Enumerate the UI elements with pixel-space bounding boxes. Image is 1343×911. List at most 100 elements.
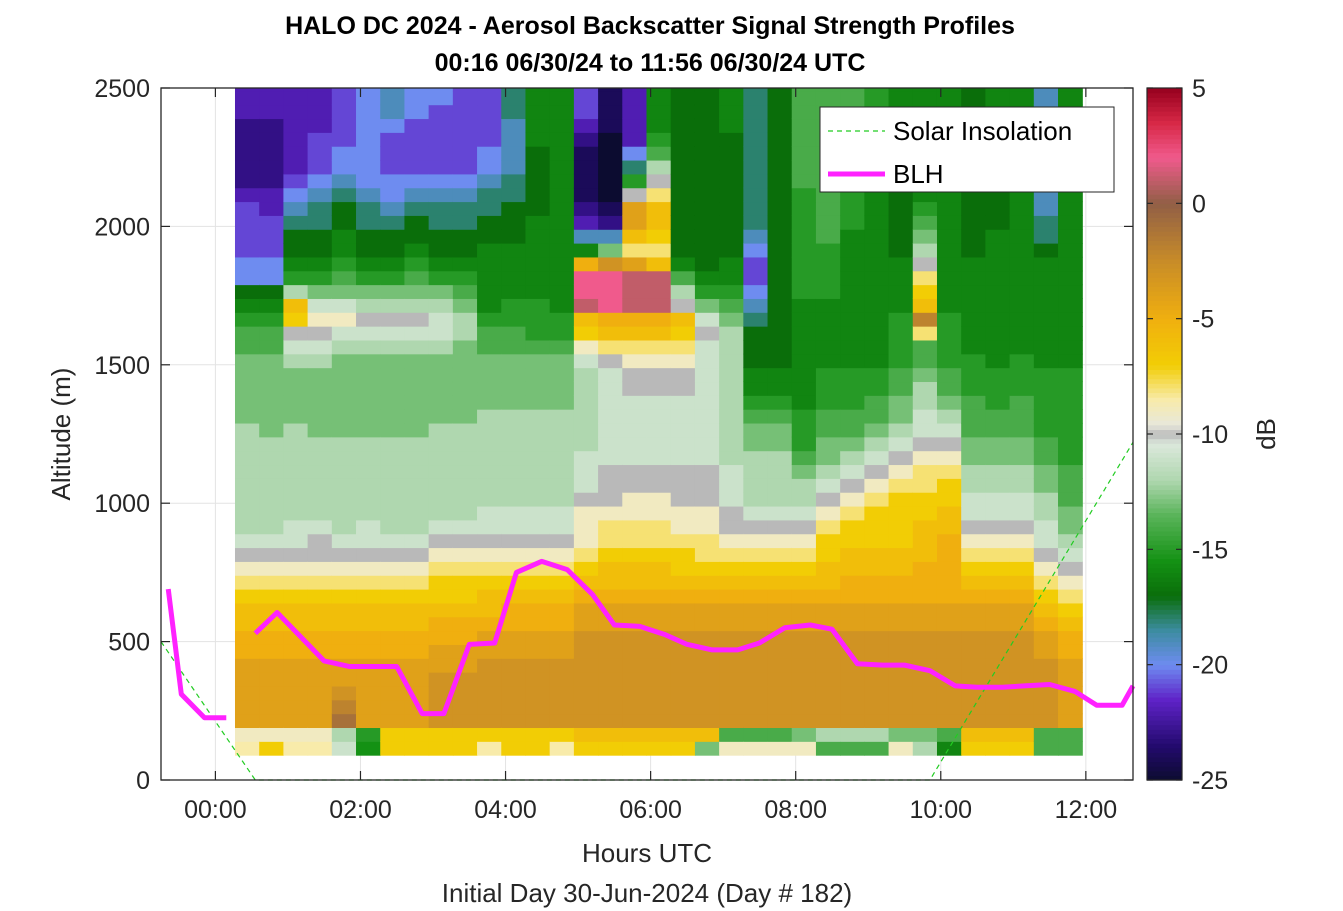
heatmap-cell: [501, 132, 527, 147]
colorbar-segment: [1147, 535, 1182, 541]
heatmap-cell: [283, 478, 309, 493]
heatmap-cell: [1009, 547, 1035, 562]
heatmap-cell: [307, 229, 333, 244]
heatmap-cell: [840, 367, 865, 383]
heatmap-cell: [719, 741, 744, 756]
heatmap-cell: [936, 312, 962, 327]
heatmap-cell: [864, 561, 890, 576]
heatmap-cell: [549, 450, 575, 466]
heatmap-cell: [912, 284, 938, 299]
heatmap-cell: [912, 727, 938, 742]
heatmap-cell: [791, 395, 817, 410]
heatmap-cell: [694, 630, 720, 645]
heatmap-cell: [501, 547, 527, 562]
heatmap-cell: [864, 602, 890, 618]
heatmap-cell: [428, 533, 454, 549]
heatmap-cell: [1033, 256, 1059, 272]
heatmap-cell: [815, 339, 841, 355]
heatmap-cell: [864, 672, 890, 687]
colorbar-segment: [1147, 461, 1182, 467]
heatmap-cell: [646, 533, 672, 549]
heatmap-cell: [259, 450, 285, 466]
heatmap-cell: [670, 173, 696, 189]
colorbar-segment: [1147, 581, 1182, 587]
heatmap-cell: [767, 589, 793, 604]
heatmap-cell: [428, 422, 454, 438]
heatmap-cell: [404, 658, 430, 673]
heatmap-cell: [719, 326, 744, 341]
heatmap-cell: [985, 478, 1011, 493]
heatmap-cell: [815, 561, 841, 576]
heatmap-cell: [936, 284, 962, 299]
y-tick-label: 1000: [94, 490, 150, 518]
heatmap-cell: [283, 422, 309, 438]
heatmap-cell: [1058, 658, 1083, 673]
colorbar-segment: [1147, 281, 1182, 287]
heatmap-cell: [646, 519, 672, 535]
heatmap-cell: [452, 312, 478, 327]
heatmap-cell: [549, 256, 575, 272]
heatmap-cell: [1058, 450, 1083, 466]
heatmap-cell: [428, 672, 454, 687]
heatmap-cell: [888, 381, 914, 396]
heatmap-cell: [234, 547, 260, 562]
heatmap-cell: [283, 533, 309, 549]
colorbar-segment: [1147, 743, 1182, 749]
heatmap-cell: [743, 589, 769, 604]
heatmap-cell: [888, 422, 914, 438]
heatmap-cell: [477, 685, 502, 701]
heatmap-cell: [307, 450, 333, 466]
heatmap-cell: [694, 298, 720, 313]
heatmap-cell: [1009, 422, 1035, 438]
heatmap-cell: [501, 519, 527, 535]
heatmap-cell: [719, 519, 744, 535]
heatmap-cell: [646, 464, 672, 479]
heatmap-cell: [283, 270, 309, 286]
heatmap-cell: [791, 381, 817, 396]
colorbar-segment: [1147, 254, 1182, 260]
heatmap-cell: [888, 492, 914, 507]
heatmap-cell: [961, 270, 986, 286]
heatmap-cell: [622, 699, 648, 715]
heatmap-cell: [283, 658, 309, 673]
heatmap-cell: [840, 561, 865, 576]
colorbar-segment: [1147, 540, 1182, 546]
heatmap-cell: [767, 118, 793, 133]
heatmap-cell: [985, 436, 1011, 452]
heatmap-cell: [234, 395, 260, 410]
heatmap-cell: [356, 436, 381, 452]
heatmap-cell: [452, 159, 478, 175]
heatmap-cell: [936, 464, 962, 479]
heatmap-cell: [234, 118, 260, 133]
heatmap-cell: [646, 672, 672, 687]
heatmap-cell: [1009, 630, 1035, 645]
heatmap-cell: [598, 575, 623, 590]
blh-line: [165, 588, 227, 721]
heatmap-cell: [985, 450, 1011, 466]
heatmap-cell: [936, 88, 962, 92]
heatmap-cell: [646, 589, 672, 604]
heatmap-cell: [670, 741, 696, 756]
heatmap-cell: [234, 146, 260, 161]
heatmap-cell: [622, 505, 648, 521]
heatmap-cell: [573, 90, 599, 106]
heatmap-cell: [719, 422, 744, 438]
heatmap-cell: [356, 533, 381, 549]
heatmap-cell: [283, 409, 309, 424]
heatmap-cell: [694, 215, 720, 230]
colorbar-segment: [1147, 507, 1182, 514]
heatmap-cell: [840, 519, 865, 535]
colorbar-segment: [1147, 775, 1182, 781]
heatmap-cell: [331, 602, 357, 618]
heatmap-cell: [646, 699, 672, 715]
heatmap-cell: [259, 464, 285, 479]
heatmap-cell: [259, 118, 285, 133]
heatmap-cell: [815, 533, 841, 549]
heatmap-cell: [501, 201, 527, 216]
heatmap-cell: [380, 367, 406, 383]
heatmap-cell: [791, 658, 817, 673]
heatmap-cell: [767, 713, 793, 729]
heatmap-cell: [234, 159, 260, 175]
heatmap-cell: [380, 464, 406, 479]
heatmap-cell: [573, 519, 599, 535]
